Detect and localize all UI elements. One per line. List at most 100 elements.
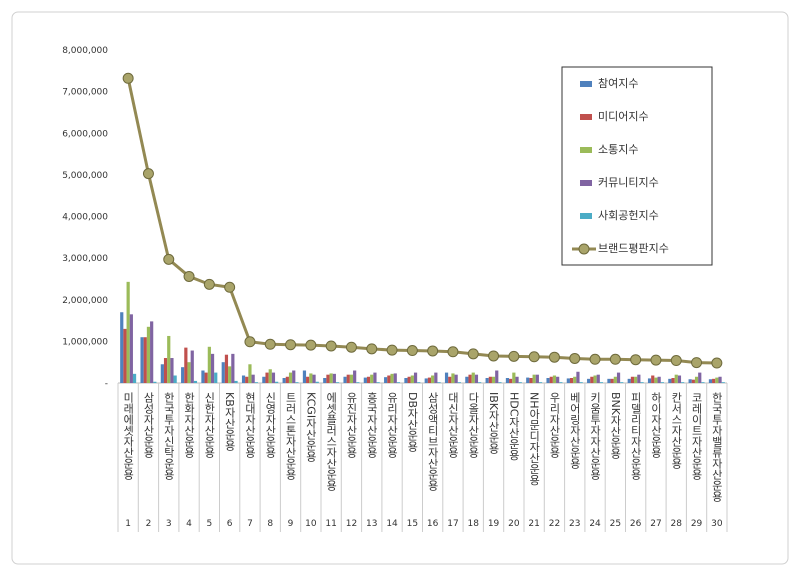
bar [474, 374, 479, 383]
bar [214, 372, 218, 383]
y-tick-label: 6,000,000 [62, 129, 108, 139]
bar [599, 382, 604, 383]
bar [596, 374, 600, 383]
legend-box [561, 66, 713, 266]
bar [210, 353, 215, 383]
bar [424, 378, 428, 383]
rank-label: 30 [711, 519, 723, 529]
rank-label: 15 [407, 519, 418, 529]
bar [630, 376, 635, 383]
legend-swatch [580, 180, 592, 186]
bar [637, 374, 641, 383]
x-tick-label: 다올자산운용 [467, 392, 480, 458]
x-tick-label: 코레이트자산운용 [690, 392, 703, 480]
bar [610, 378, 614, 383]
bar [640, 382, 644, 383]
bar [262, 376, 266, 383]
x-tick-label: 피델리티자산운용 [629, 392, 642, 480]
bar [465, 376, 469, 383]
bar [590, 376, 594, 383]
bar [715, 377, 719, 383]
bar [335, 382, 340, 383]
rank-label: 4 [186, 519, 192, 529]
line-marker [508, 350, 520, 362]
bar [576, 371, 580, 383]
bar [146, 326, 151, 383]
x-tick-label: 삼성자산운용 [142, 392, 155, 458]
bar [326, 374, 330, 383]
bar [184, 347, 188, 383]
rank-label: 19 [488, 519, 500, 529]
x-tick-label: 한국투자신탁운용 [162, 392, 175, 480]
bar [329, 373, 333, 383]
bar [587, 378, 591, 383]
bar [691, 379, 695, 383]
bar [201, 370, 205, 383]
bar [529, 378, 533, 383]
legend-label: 사회공헌지수 [598, 209, 659, 222]
x-tick-label: 신한자산운용 [203, 392, 216, 458]
line-marker [670, 355, 682, 367]
bar [701, 382, 705, 383]
bar [491, 376, 496, 383]
legend-label: 미디어지수 [598, 110, 649, 123]
y-tick-label: 2,000,000 [62, 296, 108, 306]
x-tick-label: NH아문디자산운용 [528, 392, 541, 486]
legend-swatch [580, 213, 592, 219]
bar [251, 374, 255, 383]
bar [193, 380, 198, 383]
y-tick-label: 1,000,000 [62, 337, 108, 347]
bar [268, 369, 272, 383]
bar [620, 382, 624, 383]
bar [515, 376, 519, 383]
bar [288, 372, 293, 383]
bar [343, 376, 347, 383]
bar [526, 377, 530, 383]
bar [488, 376, 492, 383]
bar [413, 372, 418, 383]
bar [668, 378, 672, 383]
x-tick-label: 에셋플러스자산운용 [325, 392, 338, 491]
line-marker [264, 338, 276, 350]
bar [552, 375, 557, 383]
bar [512, 372, 516, 383]
legend-swatch [580, 147, 592, 153]
bar [241, 375, 246, 383]
bar [651, 375, 655, 383]
bar [681, 382, 685, 383]
bar [718, 376, 722, 383]
line-marker [122, 72, 134, 84]
bar [282, 378, 286, 383]
rank-label: 28 [671, 519, 683, 529]
line-marker [630, 354, 642, 366]
line-marker [305, 339, 317, 351]
bar [671, 378, 675, 383]
rank-label: 10 [305, 519, 317, 529]
x-tick-label: 한국투자밸류자산운용 [710, 392, 723, 502]
bar [434, 372, 438, 383]
bar [150, 321, 154, 383]
legend-label: 소통지수 [598, 143, 638, 156]
bar [393, 373, 397, 383]
rank-label: 21 [528, 519, 539, 529]
bar [387, 375, 391, 383]
bar [431, 375, 435, 383]
y-tick-label: 7,000,000 [62, 88, 108, 98]
bar [245, 376, 249, 383]
bar [471, 372, 475, 383]
bar [546, 378, 550, 383]
line-marker [244, 336, 256, 348]
bar [353, 370, 357, 383]
rank-label: 16 [427, 519, 439, 529]
x-tick-label: 하이자산운용 [649, 391, 662, 458]
rank-label: 9 [288, 519, 294, 529]
bar [532, 374, 536, 383]
legend-label: 참여지수 [598, 77, 638, 90]
bar [660, 382, 664, 383]
line-marker [406, 345, 418, 357]
x-tick-label: IBK자산운용 [487, 392, 500, 454]
x-tick-label: HDC자산운용 [507, 392, 520, 460]
bar [688, 379, 692, 383]
bar [292, 370, 296, 383]
bar [224, 354, 229, 383]
